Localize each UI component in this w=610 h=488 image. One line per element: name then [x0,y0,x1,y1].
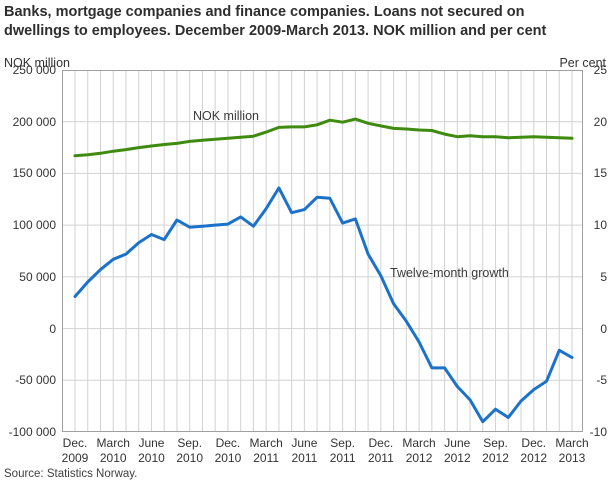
y-axis-tick-right: -10 [589,425,607,439]
x-axis-tick: Sep. 2011 [320,436,366,465]
x-axis-tick: March 2013 [549,436,595,465]
x-tick-month: Dec. [215,436,241,450]
x-tick-year: 2010 [214,450,242,465]
y-axis-tick-left: 250 000 [12,63,56,77]
x-axis-tick: March 2011 [243,436,289,465]
x-axis-tick: June 2011 [281,436,327,465]
y-axis-tick-left: 200 000 [12,114,56,129]
x-axis-tick: Dec. 2010 [205,436,251,465]
x-tick-month: Dec. [521,436,547,450]
x-tick-month: Sep. [177,436,203,450]
y-axis-tick-right: -5 [596,373,607,388]
x-tick-year: 2010 [176,450,204,465]
growth-series-label: Twelve-month growth [390,266,509,280]
plot-area: NOK million Twelve-month growth [62,70,583,432]
x-axis-tick: Dec. 2012 [511,436,557,465]
x-tick-month: March [402,436,436,450]
nok-series-label: NOK million [193,109,259,123]
x-tick-month: June [444,436,471,450]
x-tick-month: March [555,436,589,450]
x-tick-month: Sep. [330,436,355,450]
x-axis-tick: Dec. 2009 [52,436,98,465]
x-axis-tick: March 2010 [90,436,136,465]
x-axis-tick: June 2012 [434,436,480,465]
x-tick-month: Sep. [483,436,508,450]
y-axis-tick-left: 0 [49,321,56,336]
y-axis-tick-right: 5 [600,269,607,284]
y-axis-tick-left: 150 000 [12,166,56,181]
x-tick-year: 2010 [138,450,165,465]
y-axis-tick-left: 50 000 [19,269,56,284]
twelve-month-growth-line [73,186,574,424]
nok-million-line [73,117,574,158]
x-tick-month: March [96,436,130,450]
x-tick-year: 2010 [99,450,127,465]
x-axis-tick: Sep. 2012 [473,436,519,465]
y-axis-tick-right: 10 [593,218,607,233]
y-axis-tick-right: 20 [593,114,607,129]
y-axis-tick-left: 100 000 [12,218,56,233]
y-axis-tick-right: 0 [600,321,607,336]
y-axis-tick-right: 25 [593,63,607,77]
chart-title-line2: dwellings to employees. December 2009-Ma… [4,23,547,39]
x-axis-tick: Sep. 2010 [167,436,213,465]
x-tick-month: Dec. [368,436,394,450]
x-tick-year: 2012 [443,450,471,465]
x-axis-tick: March 2012 [396,436,442,465]
x-tick-year: 2012 [520,450,548,465]
x-tick-year: 2011 [291,450,318,465]
x-tick-month: March [249,436,283,450]
chart-title: Banks, mortgage companies and finance co… [4,3,608,41]
x-tick-year: 2011 [329,450,356,465]
x-tick-month: June [138,436,165,450]
x-tick-year: 2013 [558,450,586,465]
x-tick-month: June [291,436,318,450]
x-axis-tick: June 2010 [128,436,174,465]
x-tick-year: 2011 [253,450,280,465]
source-note: Source: Statistics Norway. [4,468,138,480]
y-axis-tick-left: -100 000 [8,425,56,439]
x-tick-year: 2011 [367,450,394,465]
x-tick-month: Dec. [62,436,88,450]
y-axis-tick-right: 15 [593,166,607,181]
left-axis-unit-label: NOK million [4,56,70,70]
chart-canvas [62,70,583,432]
plot-border [62,70,583,432]
chart-title-line1: Banks, mortgage companies and finance co… [4,4,525,20]
x-tick-year: 2012 [405,450,433,465]
y-axis-tick-left: -50 000 [15,373,56,388]
x-tick-year: 2012 [482,450,509,465]
right-axis-unit-label: Per cent [559,56,606,70]
x-axis-tick: Dec. 2011 [358,436,404,465]
x-tick-year: 2009 [61,450,89,465]
